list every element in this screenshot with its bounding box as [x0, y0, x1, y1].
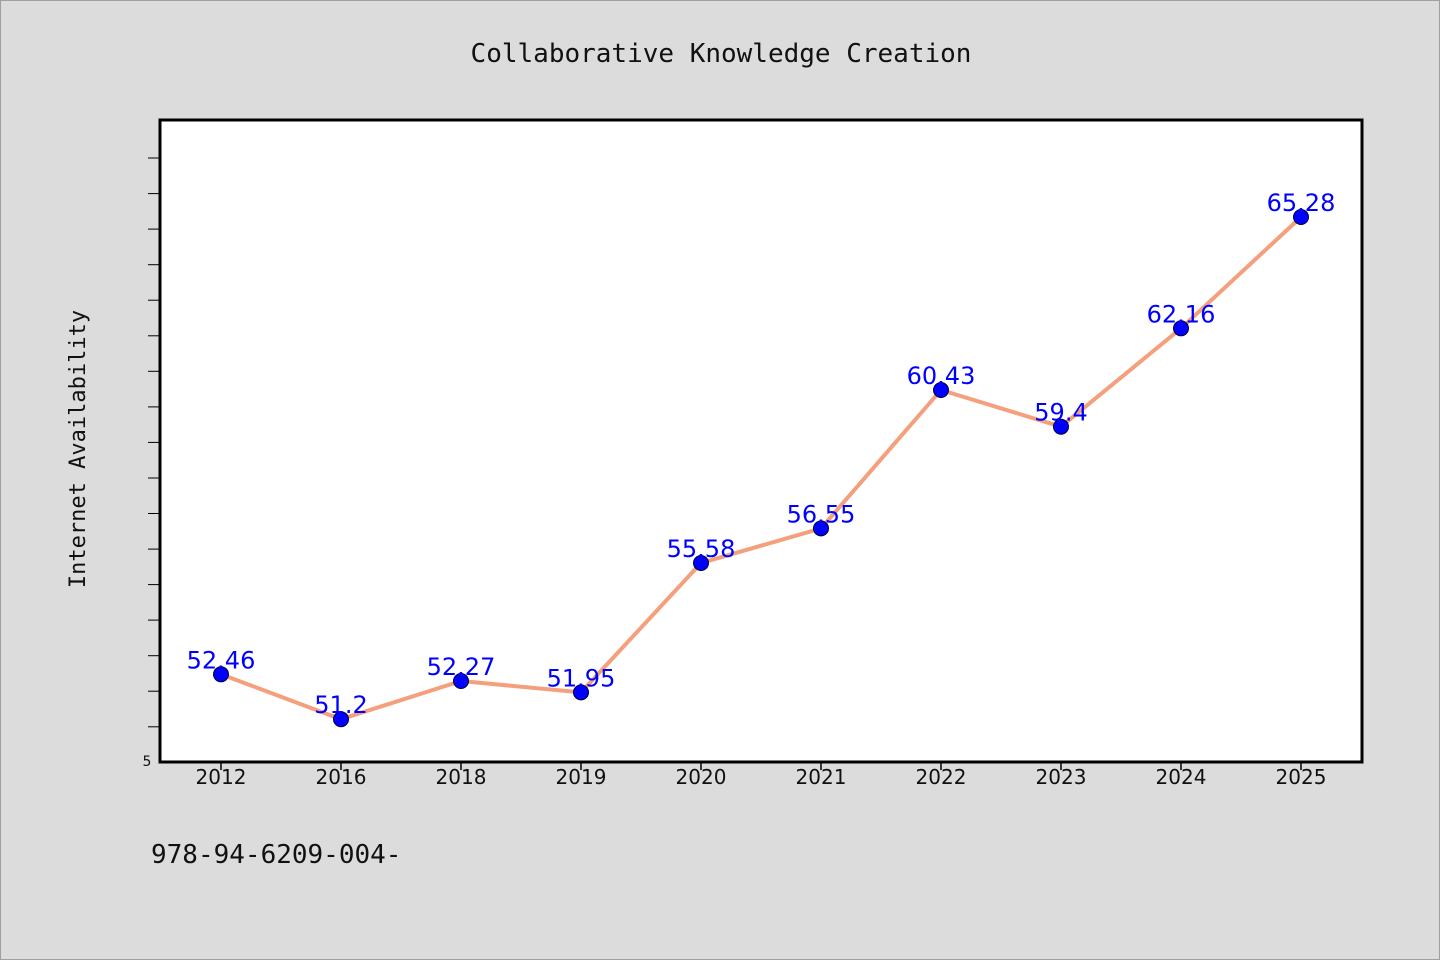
data-label: 62.16 [1147, 300, 1216, 328]
x-tick-label: 2022 [916, 765, 967, 789]
x-tick-label: 2012 [196, 765, 247, 789]
y-minor-ticks [148, 157, 160, 728]
x-tick-label: 2023 [1036, 765, 1087, 789]
data-label: 52.46 [187, 646, 256, 674]
data-point [933, 382, 949, 398]
series-line-group [220, 215, 1303, 722]
footer-isbn-text: 978-94-6209-004- [151, 840, 401, 870]
data-labels-group: 52.46 51.2 52.27 51.95 55.58 56.55 60.43 59.4 62… [187, 189, 1336, 719]
x-tick-label: 2025 [1276, 765, 1327, 789]
markers-group [213, 209, 1309, 728]
plot-area [158, 118, 1364, 764]
data-label: 56.55 [787, 500, 856, 528]
data-point [1053, 418, 1069, 435]
data-label: 60.43 [907, 362, 976, 390]
x-tick-label: 2016 [316, 765, 367, 789]
series-line [220, 215, 1303, 722]
data-point [693, 555, 709, 571]
data-point [1173, 320, 1189, 337]
data-label: 65.28 [1267, 189, 1336, 217]
chart-title: Collaborative Knowledge Creation [471, 39, 972, 69]
x-tick-label: 2024 [1156, 765, 1207, 789]
data-point [1293, 209, 1309, 225]
data-label: 55.58 [667, 535, 736, 563]
x-tick-label: 2020 [676, 765, 727, 789]
y-tick-label: 5 [143, 754, 152, 770]
data-point [813, 520, 829, 537]
y-axis-label: Internet Availability [66, 310, 91, 588]
data-point [453, 673, 469, 689]
x-tick-label: 2019 [556, 765, 607, 789]
data-label: 52.27 [427, 653, 496, 681]
data-label: 59.4 [1034, 399, 1087, 427]
x-tick-label: 2021 [796, 765, 847, 789]
data-point [333, 711, 349, 728]
data-label: 51.2 [314, 691, 367, 719]
x-tick-label: 2018 [436, 765, 487, 789]
data-point [213, 666, 229, 683]
data-point [573, 684, 589, 701]
data-label: 51.95 [547, 664, 616, 692]
x-ticks: 2012 2016 2018 2019 2020 2021 2022 2023 2024 2025 [196, 762, 1327, 789]
